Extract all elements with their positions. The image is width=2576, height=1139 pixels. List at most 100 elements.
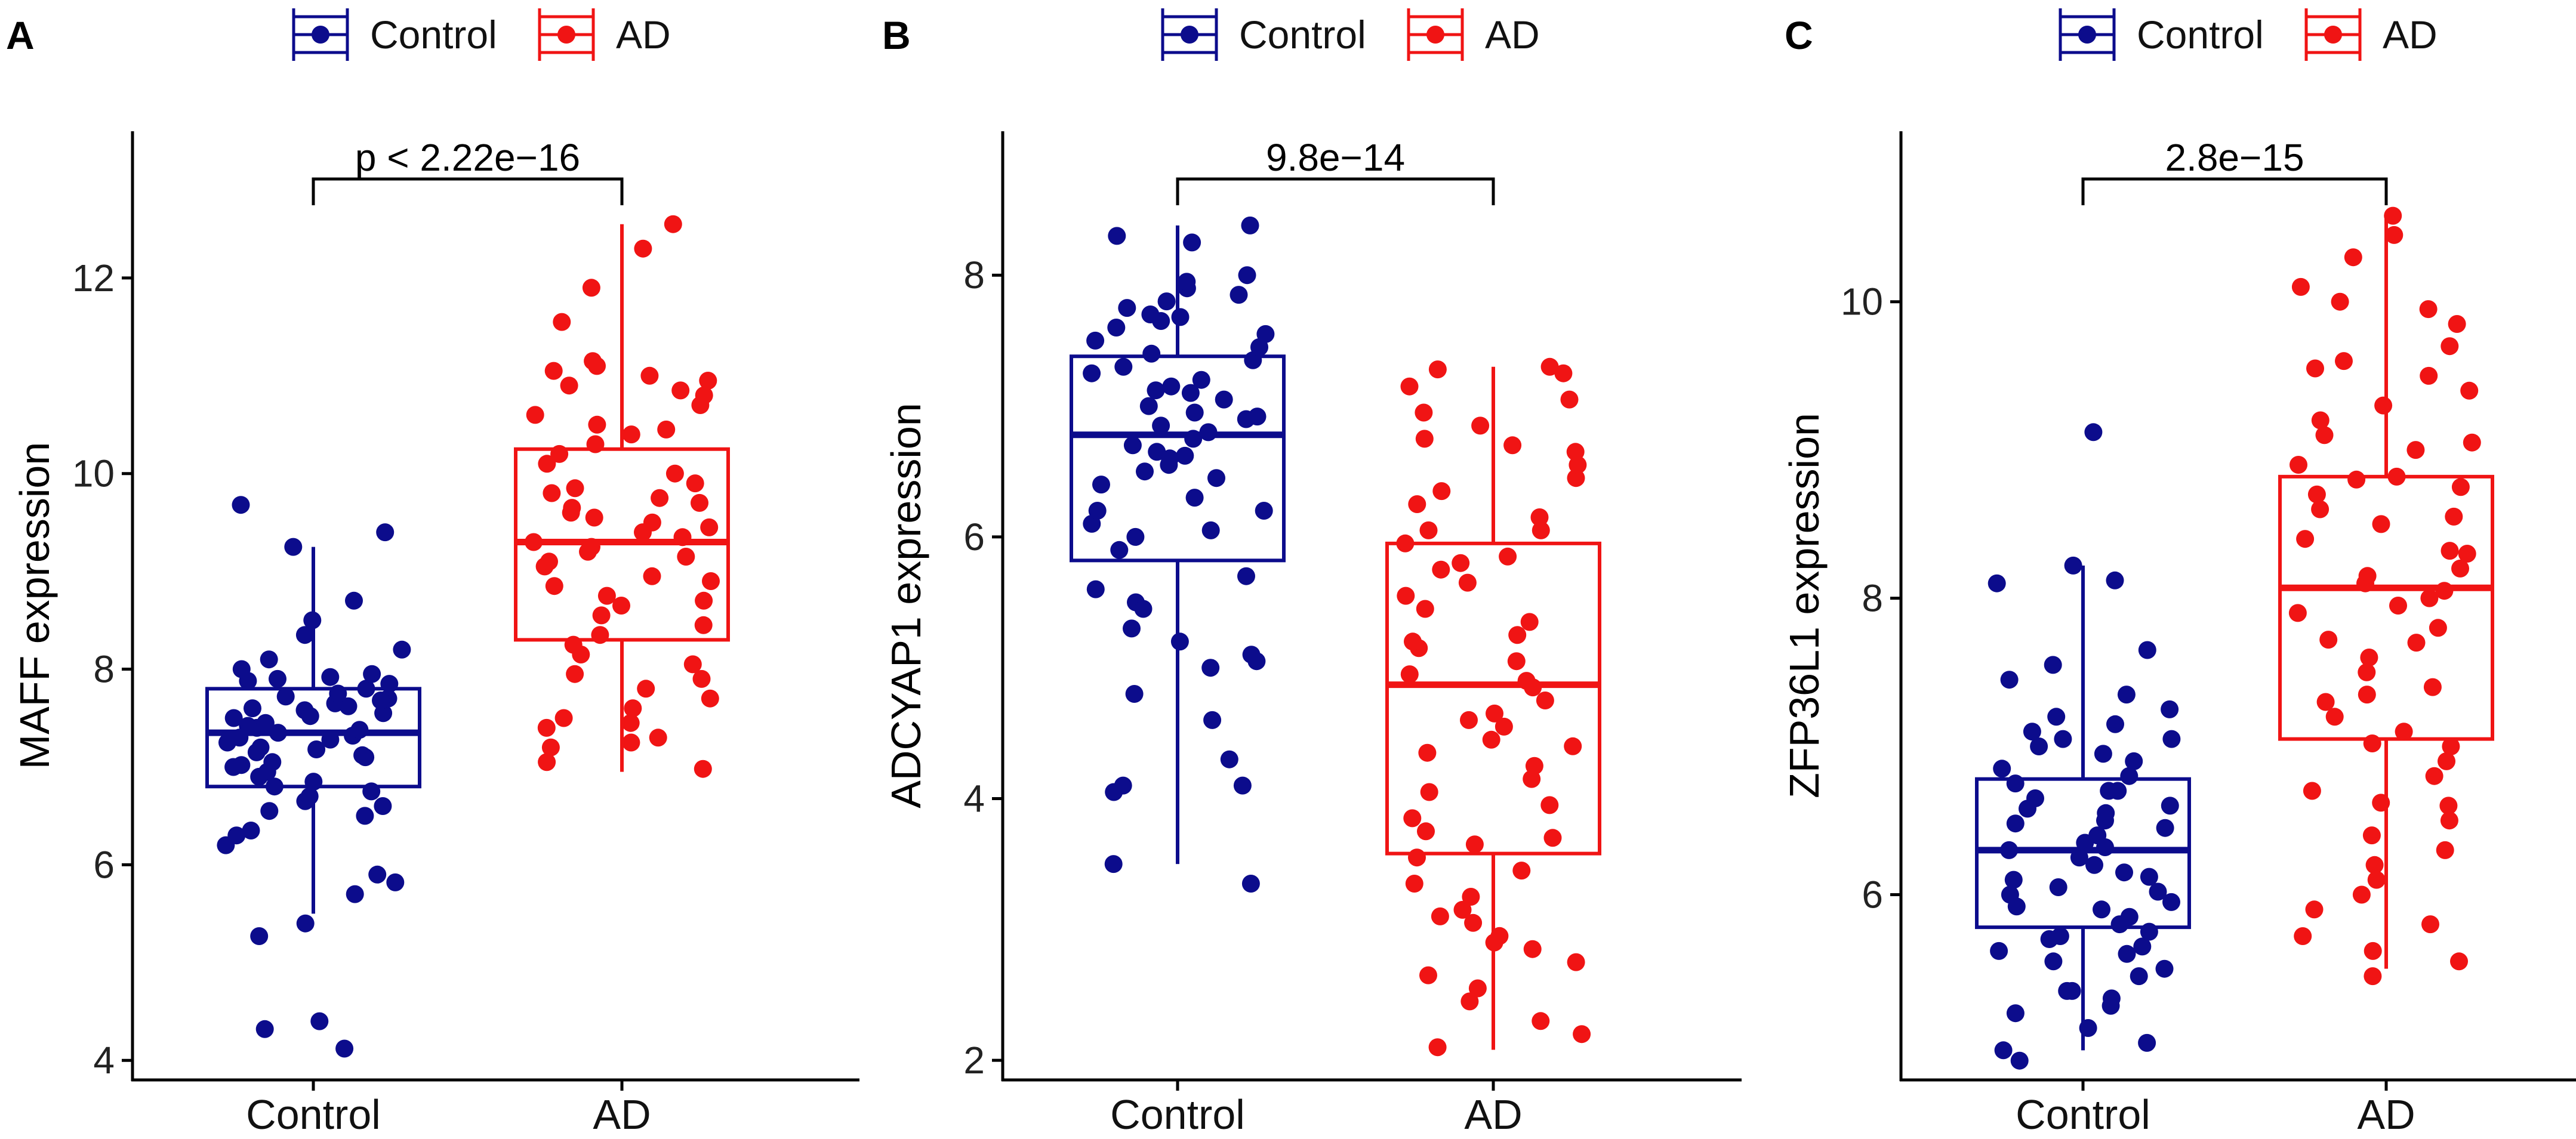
data-point <box>1419 521 1438 539</box>
data-point <box>224 709 243 727</box>
data-point <box>2162 893 2180 911</box>
data-point <box>1507 652 1526 671</box>
data-point <box>2296 530 2315 548</box>
data-point <box>2316 693 2335 711</box>
legend: Control AD <box>1161 8 1540 61</box>
data-point <box>2007 897 2026 916</box>
data-point <box>2420 589 2439 607</box>
data-point <box>554 709 573 727</box>
data-point <box>2347 470 2366 489</box>
data-point <box>1418 743 1437 762</box>
data-point <box>694 760 712 778</box>
data-point <box>350 721 369 739</box>
data-point <box>2019 800 2036 818</box>
data-point <box>1141 305 1160 323</box>
data-point <box>2372 515 2390 533</box>
data-point <box>538 753 556 771</box>
data-point <box>1512 862 1531 880</box>
data-point <box>2362 826 2381 845</box>
data-point <box>1185 489 1204 507</box>
data-point <box>1148 443 1166 461</box>
y-axis-label: ZFP36L1 expression <box>1781 413 1828 798</box>
data-point <box>1255 502 1273 520</box>
data-point <box>612 597 630 615</box>
data-point <box>2360 649 2378 666</box>
data-point <box>1993 760 2011 778</box>
data-point <box>2294 927 2312 945</box>
data-point <box>699 372 717 390</box>
x-tick-label: AD <box>593 1091 651 1138</box>
data-point <box>250 927 269 945</box>
data-point <box>2051 927 2069 945</box>
legend-item-control: Control <box>2059 8 2264 61</box>
data-point <box>1171 308 1190 326</box>
data-point <box>624 699 642 718</box>
legend-label: AD <box>1485 13 1540 57</box>
data-point <box>372 692 390 709</box>
data-point <box>597 587 616 605</box>
data-point <box>2303 782 2321 800</box>
data-point <box>1400 665 1419 684</box>
data-point <box>541 738 560 757</box>
data-point <box>1183 233 1201 252</box>
data-point <box>2079 1019 2097 1037</box>
data-point <box>300 787 319 805</box>
data-point <box>2307 485 2326 504</box>
data-point <box>239 717 257 735</box>
data-point <box>1564 737 1582 755</box>
data-point <box>538 455 556 473</box>
x-tick-label: AD <box>1464 1091 1522 1138</box>
data-point <box>255 1020 274 1038</box>
data-point <box>1990 942 2008 960</box>
plot-area: 2 4 6 8 Control AD <box>963 131 1742 1138</box>
legend-key-point <box>1426 26 1444 44</box>
data-point <box>1532 521 1550 539</box>
data-point <box>1170 632 1189 651</box>
data-point <box>2425 767 2443 785</box>
data-point <box>2094 745 2112 763</box>
data-point <box>1503 436 1522 455</box>
legend-label: Control <box>1239 13 1366 57</box>
data-point <box>2106 571 2124 589</box>
plot-area: 6 8 10 Control AD <box>1841 131 2576 1138</box>
data-point <box>1092 476 1110 494</box>
data-point <box>1088 502 1107 520</box>
data-point <box>686 474 704 493</box>
data-point <box>2364 942 2382 960</box>
data-point <box>1201 659 1220 677</box>
data-point <box>657 420 676 439</box>
data-point <box>1086 331 1105 350</box>
data-point <box>2155 959 2174 978</box>
data-point <box>1108 227 1126 245</box>
data-point <box>1471 416 1490 435</box>
data-point <box>2138 641 2156 659</box>
data-point <box>368 865 387 884</box>
y-tick-label: 2 <box>963 1039 985 1082</box>
data-point <box>2109 782 2127 800</box>
data-point <box>1486 704 1503 723</box>
legend-item-control: Control <box>292 8 497 61</box>
data-point <box>2044 656 2062 674</box>
data-point <box>1157 292 1176 311</box>
data-point <box>1428 360 1447 379</box>
data-point <box>1126 527 1145 546</box>
data-point <box>2421 915 2439 934</box>
data-point <box>2463 433 2481 452</box>
data-point <box>2429 619 2447 637</box>
data-point <box>1460 711 1478 729</box>
data-point <box>380 675 399 693</box>
data-point <box>2115 863 2133 882</box>
data-point <box>2044 952 2063 971</box>
legend-item-ad: AD <box>538 8 671 61</box>
data-point <box>2291 277 2310 296</box>
data-point <box>2385 226 2404 244</box>
data-point <box>1152 416 1170 435</box>
data-point <box>702 572 720 590</box>
data-point <box>591 626 609 644</box>
legend-label: AD <box>2383 13 2438 57</box>
data-point <box>1238 266 1256 285</box>
legend-label: AD <box>616 13 671 57</box>
data-point <box>2006 774 2025 793</box>
data-point <box>1230 286 1248 304</box>
y-tick-label: 12 <box>72 257 115 300</box>
